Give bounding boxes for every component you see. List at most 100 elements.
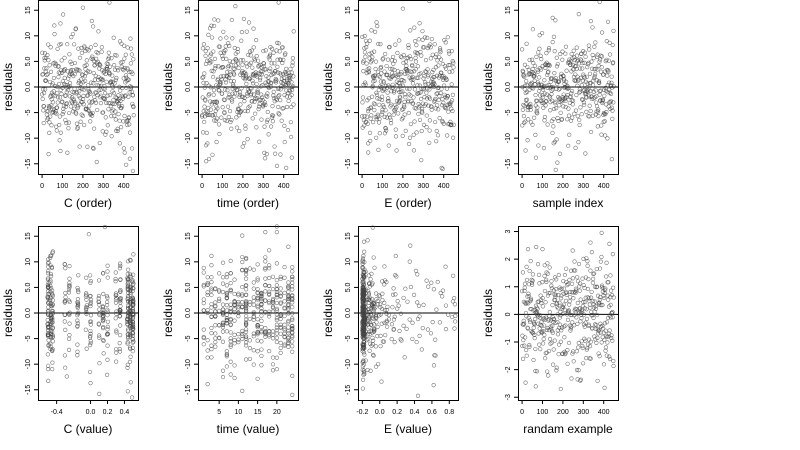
data-point <box>276 94 281 99</box>
x-tick-label: 10 <box>234 409 242 416</box>
data-point <box>601 293 606 298</box>
data-point <box>592 74 597 79</box>
data-point <box>386 143 391 148</box>
data-point <box>275 86 281 92</box>
data-point <box>403 95 408 100</box>
data-point <box>89 100 94 105</box>
data-point <box>278 286 283 291</box>
data-point <box>46 103 51 109</box>
data-point <box>67 299 72 304</box>
data-point <box>93 100 99 105</box>
data-point <box>597 92 602 97</box>
data-point <box>527 344 532 349</box>
data-point <box>274 278 279 283</box>
data-point <box>375 324 380 329</box>
data-point <box>386 317 392 322</box>
data-point <box>264 119 270 124</box>
data-point <box>240 259 245 265</box>
data-point <box>588 80 593 85</box>
data-point <box>557 285 562 290</box>
data-point <box>50 335 55 340</box>
data-point <box>224 329 229 334</box>
data-point <box>236 65 241 70</box>
data-point <box>599 65 604 70</box>
data-point <box>410 74 415 80</box>
y-tick-label: -15 <box>25 159 32 169</box>
data-point <box>270 71 275 76</box>
data-point <box>374 20 379 25</box>
data-point <box>446 109 451 114</box>
data-point <box>540 95 546 100</box>
data-point <box>288 66 293 72</box>
data-point <box>432 82 437 87</box>
data-point <box>228 322 233 328</box>
data-point <box>209 292 214 298</box>
data-point <box>434 307 439 312</box>
data-point <box>69 99 74 104</box>
data-point <box>209 288 214 293</box>
data-point <box>270 336 276 341</box>
x-tick-label: 20 <box>273 409 281 416</box>
data-point <box>372 102 378 107</box>
data-point <box>84 305 89 310</box>
data-point <box>393 127 398 132</box>
data-point <box>290 335 295 340</box>
data-point <box>109 134 114 139</box>
data-point <box>247 316 253 322</box>
data-point <box>573 290 578 296</box>
data-point <box>50 339 56 344</box>
data-point <box>607 87 612 92</box>
data-point <box>582 60 587 66</box>
data-point <box>251 81 256 86</box>
data-point <box>558 51 563 57</box>
data-point <box>46 284 51 289</box>
data-point <box>117 141 122 146</box>
data-point <box>122 113 127 119</box>
data-point <box>257 71 262 76</box>
data-point <box>101 96 107 101</box>
data-point <box>105 93 110 98</box>
data-point <box>609 80 614 85</box>
data-point <box>432 98 438 103</box>
data-point <box>129 395 135 400</box>
data-point <box>228 342 233 348</box>
data-point <box>223 48 228 53</box>
data-point <box>208 53 213 58</box>
data-point <box>99 49 104 54</box>
data-point <box>47 63 52 68</box>
data-point <box>551 116 556 122</box>
data-point <box>281 78 287 84</box>
data-point <box>604 260 609 265</box>
data-point <box>364 114 370 119</box>
data-point <box>242 95 247 100</box>
data-point <box>595 293 601 298</box>
data-point <box>527 57 532 63</box>
data-point <box>610 42 615 48</box>
data-point <box>290 392 295 397</box>
data-point <box>250 116 255 121</box>
x-tick-label: 100 <box>537 409 549 416</box>
data-point <box>422 35 428 40</box>
data-point <box>585 65 590 70</box>
data-point <box>255 330 260 335</box>
data-point <box>588 19 593 24</box>
data-point <box>216 122 222 127</box>
data-points <box>199 0 296 170</box>
data-point <box>270 113 275 118</box>
data-point <box>367 348 372 353</box>
data-point <box>387 84 392 90</box>
data-point <box>114 350 119 355</box>
data-point <box>267 292 272 297</box>
data-point <box>553 167 558 173</box>
data-point <box>545 369 550 374</box>
data-point <box>220 53 225 59</box>
data-point <box>72 72 77 77</box>
data-point <box>290 293 295 298</box>
data-point <box>583 320 588 325</box>
data-point <box>107 93 112 98</box>
data-point <box>574 349 579 354</box>
data-point <box>204 81 209 86</box>
data-point <box>419 347 424 352</box>
data-point <box>540 296 545 301</box>
data-point <box>534 305 539 310</box>
